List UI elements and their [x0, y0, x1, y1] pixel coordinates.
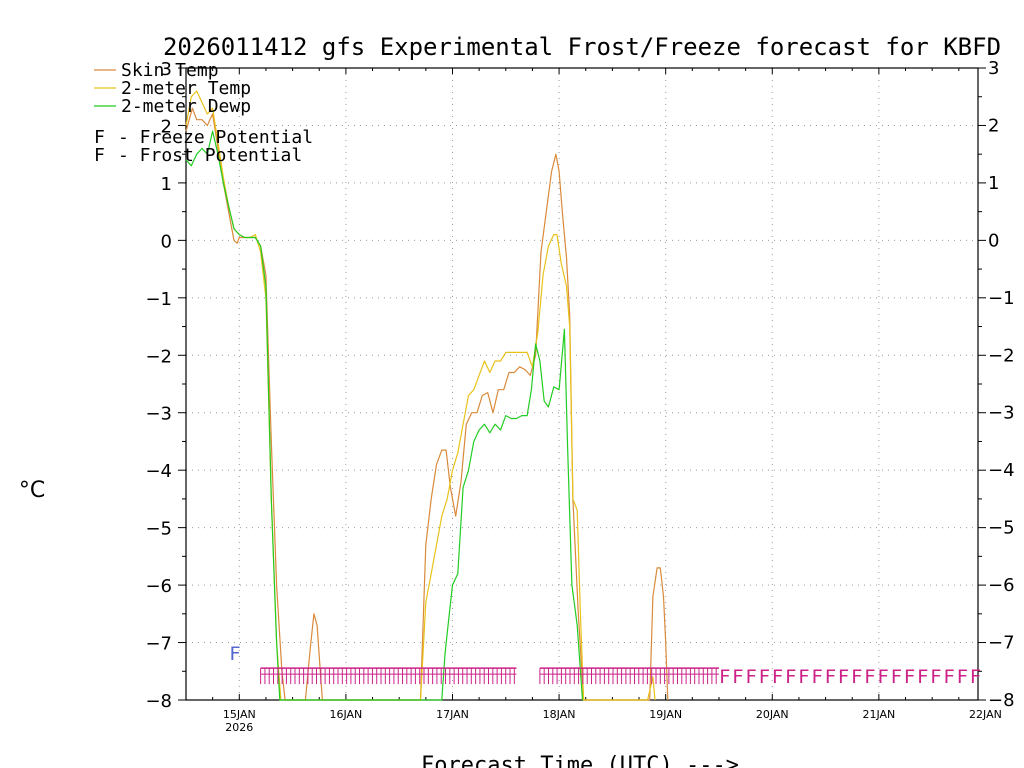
freeze-flag-letter: F	[877, 666, 888, 688]
legend-flag-text: - Freeze Potential	[118, 127, 313, 148]
plot-frame	[185, 67, 979, 701]
freeze-flag-row-dense	[539, 667, 719, 685]
freeze-flag-letter: F	[732, 666, 743, 688]
freeze-flag-letter: F	[811, 666, 822, 688]
y-tick-label-left: −1	[145, 289, 172, 310]
x-tick-label: 22JAN	[969, 708, 1002, 721]
freeze-flag-row-dense	[260, 667, 517, 685]
series-line-2-meter-dewp	[185, 130, 584, 701]
y-tick-label-left: −7	[145, 634, 172, 655]
freeze-flag-letter: F	[917, 666, 928, 688]
freeze-flag-letter: F	[785, 666, 796, 688]
frost-flag-marker: F	[229, 643, 240, 665]
y-tick-label-right: −1	[988, 288, 1015, 309]
y-tick-label-right: −2	[988, 345, 1015, 366]
y-tick-label-left: 3	[161, 59, 172, 80]
x-tick-label: 16JAN	[329, 708, 362, 721]
freeze-flag-letter: F	[719, 666, 730, 688]
x-axis-label: Forecast Time (UTC) --->	[421, 753, 739, 768]
legend-entry-label: Skin Temp	[121, 60, 219, 81]
freeze-flag-letter: F	[851, 666, 862, 688]
y-tick-label-left: −3	[145, 404, 172, 425]
y-tick-label-right: −5	[988, 518, 1015, 539]
legend-entry-label: 2-meter Temp	[121, 78, 251, 99]
y-tick-label-right: 1	[988, 173, 999, 194]
x-tick-label: 19JAN	[649, 708, 682, 721]
y-tick-label-right: 0	[988, 230, 999, 251]
y-tick-label-left: −6	[145, 576, 172, 597]
y-tick-label-right: 3	[988, 58, 999, 79]
freeze-flag-letter: F	[772, 666, 783, 688]
y-tick-label-right: 2	[988, 115, 999, 136]
y-tick-label-left: −2	[145, 346, 172, 367]
y-tick-label-right: −3	[988, 403, 1015, 424]
chart-title: 2026011412 gfs Experimental Frost/Freeze…	[163, 33, 1001, 61]
y-tick-label-left: −5	[145, 519, 172, 540]
freeze-flag-letter: F	[745, 666, 756, 688]
y-tick-label-right: −4	[988, 460, 1015, 481]
x-tick-label: 17JAN	[436, 708, 469, 721]
y-tick-label-right: −8	[988, 690, 1015, 711]
freeze-flag-letter: F	[759, 666, 770, 688]
legend-flag-letter: F	[94, 145, 105, 166]
freeze-flag-letter: F	[798, 666, 809, 688]
legend-flag-letter: F	[94, 127, 105, 148]
x-tick-label: 18JAN	[543, 708, 576, 721]
freeze-flag-letter: F	[970, 666, 981, 688]
y-tick-label-left: 0	[161, 231, 172, 252]
series-line-2-meter-temp	[185, 90, 656, 701]
freeze-flag-letter: F	[930, 666, 941, 688]
series-line-skin-temp	[185, 107, 669, 701]
x-tick-label: 15JAN	[223, 708, 256, 721]
freeze-flag-letter: F	[838, 666, 849, 688]
y-tick-label-right: −6	[988, 575, 1015, 596]
legend-flag-text: - Frost Potential	[118, 145, 302, 166]
freeze-flag-letter: F	[957, 666, 968, 688]
y-tick-label-left: −4	[145, 461, 172, 482]
freeze-flag-letter: F	[891, 666, 902, 688]
y-tick-label-left: 1	[161, 174, 172, 195]
x-tick-sublabel: 2026	[225, 721, 253, 734]
y-axis-label: °C	[19, 478, 45, 503]
x-tick-label: 20JAN	[756, 708, 789, 721]
legend-entry-label: 2-meter Dewp	[121, 96, 251, 117]
freeze-flag-letter: F	[825, 666, 836, 688]
freeze-flag-letter: F	[943, 666, 954, 688]
y-tick-label-left: −8	[145, 691, 172, 712]
x-tick-label: 21JAN	[862, 708, 895, 721]
y-tick-label-right: −7	[988, 633, 1015, 654]
freeze-flag-letter: F	[864, 666, 875, 688]
y-tick-label-left: 2	[161, 116, 172, 137]
freeze-flag-letter: F	[904, 666, 915, 688]
